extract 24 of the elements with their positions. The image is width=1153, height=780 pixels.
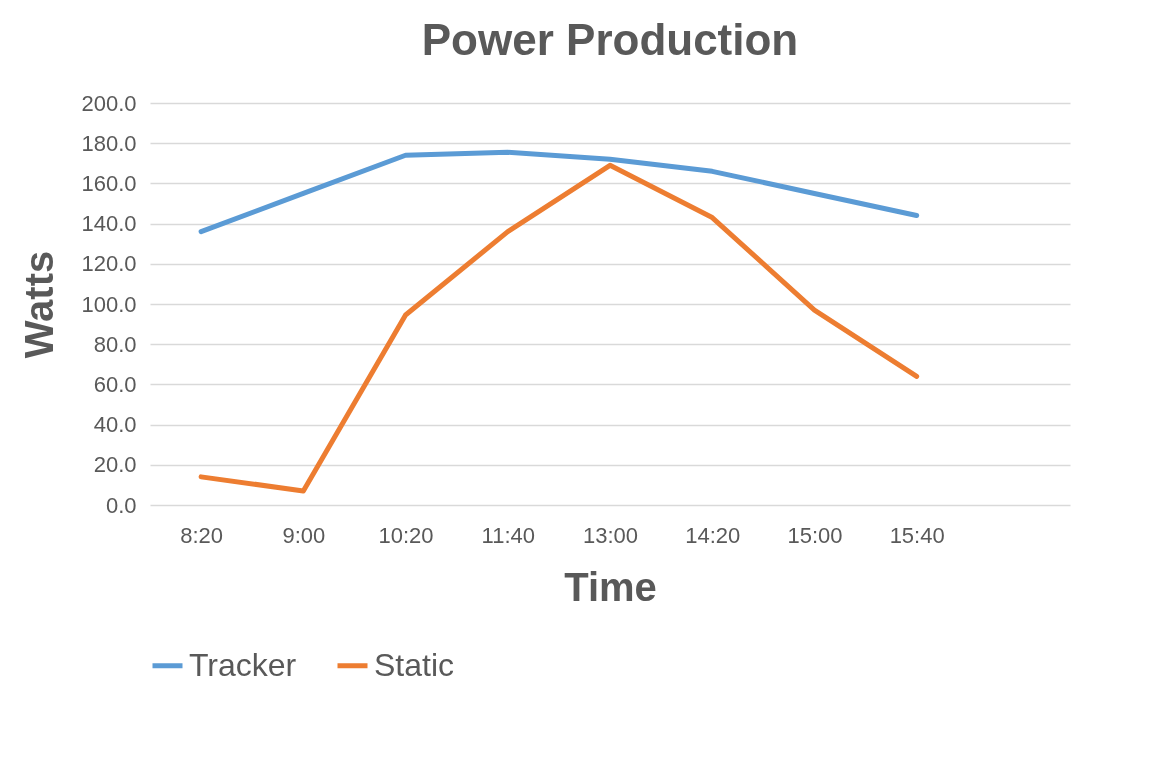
x-tick-label: 15:00 bbox=[787, 522, 843, 548]
y-tick-label: 120.0 bbox=[81, 251, 137, 277]
y-tick-label: 200.0 bbox=[81, 90, 137, 116]
y-tick-label: 180.0 bbox=[81, 130, 137, 156]
y-tick-label: 0.0 bbox=[105, 492, 137, 518]
y-tick-label: 80.0 bbox=[93, 331, 137, 357]
y-tick-label: 100.0 bbox=[81, 291, 137, 317]
x-tick-label: 14:20 bbox=[685, 522, 741, 548]
y-tick-label: 40.0 bbox=[93, 412, 137, 438]
chart-title: Power Production bbox=[421, 15, 799, 64]
y-tick-label: 20.0 bbox=[93, 452, 137, 478]
y-axis-title: Watts bbox=[17, 250, 62, 359]
y-tick-label: 140.0 bbox=[81, 211, 137, 237]
x-axis-title: Time bbox=[564, 564, 657, 609]
legend-label: Tracker bbox=[189, 646, 297, 683]
y-tick-label: 60.0 bbox=[93, 371, 137, 397]
x-tick-label: 8:20 bbox=[180, 522, 224, 548]
y-tick-label: 160.0 bbox=[81, 170, 137, 196]
x-tick-label: 13:00 bbox=[582, 522, 639, 548]
legend-label: Static bbox=[374, 646, 455, 683]
x-tick-label: 11:40 bbox=[481, 522, 535, 548]
x-tick-label: 15:40 bbox=[889, 522, 945, 548]
x-tick-label: 9:00 bbox=[282, 522, 326, 548]
x-tick-label: 10:20 bbox=[378, 522, 434, 548]
